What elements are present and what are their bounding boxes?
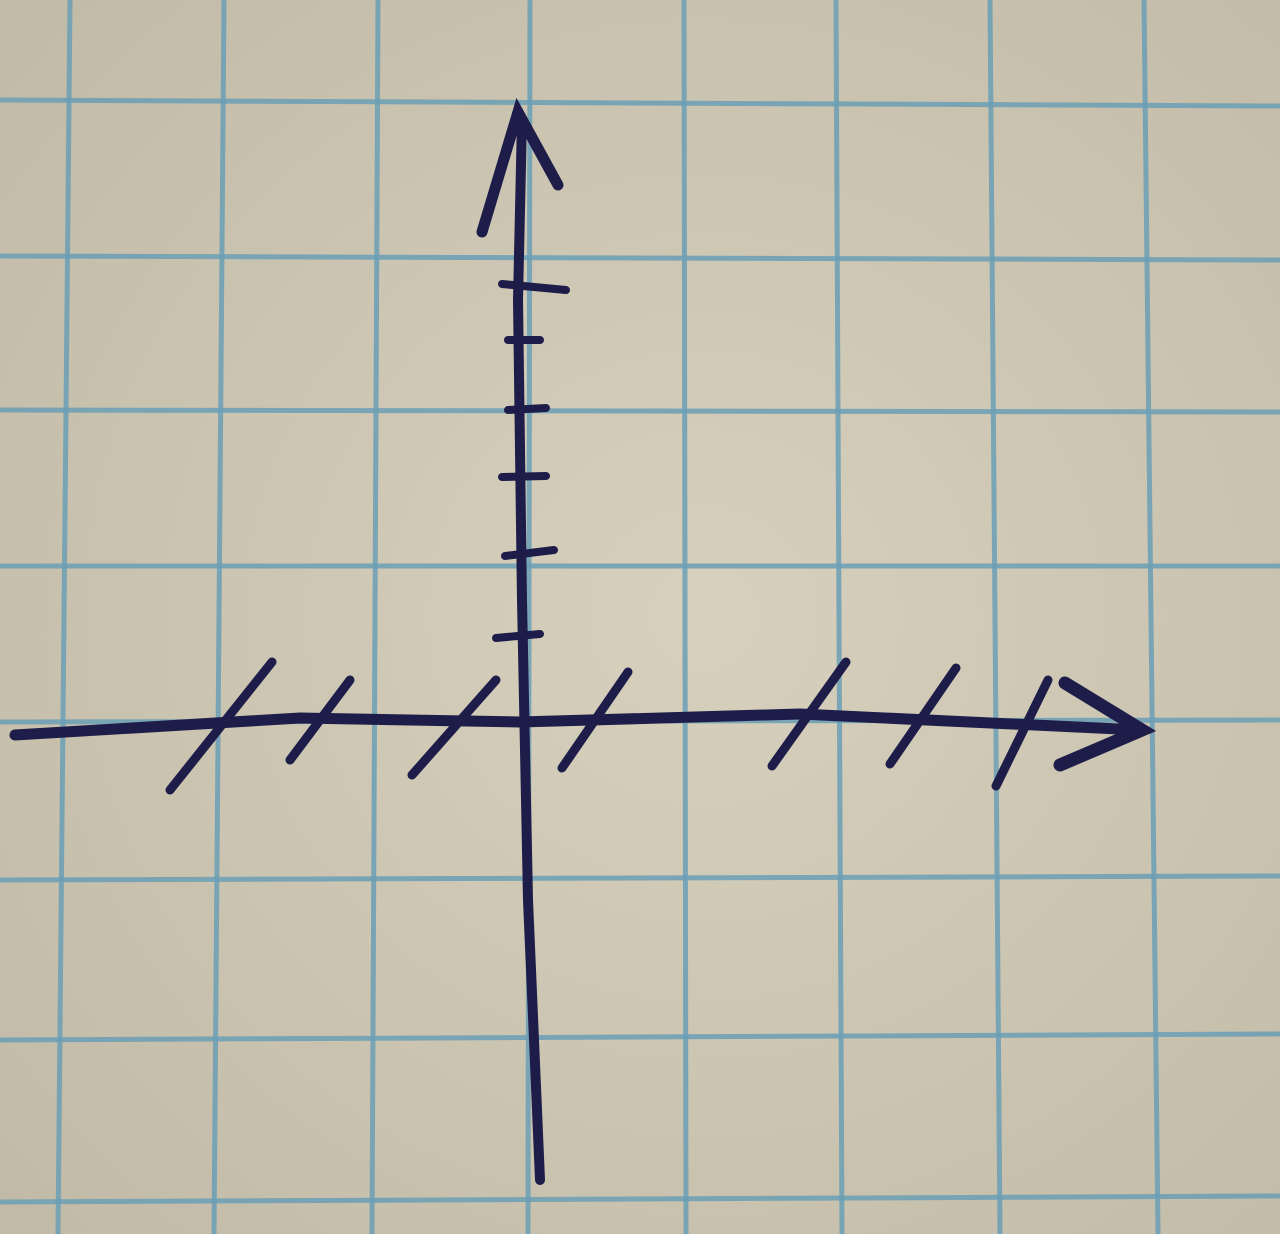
grid-line [0, 1193, 1280, 1205]
x-tick [285, 675, 355, 765]
y-axis [512, 115, 545, 1185]
grid-line [0, 253, 1280, 263]
grid-line [369, 0, 381, 1234]
x-tick [165, 657, 277, 795]
y-tick [498, 472, 550, 481]
y-tick [501, 546, 558, 560]
hand-drawn-axes [9, 97, 1157, 1185]
grid-line [0, 873, 1280, 883]
x-tick [767, 657, 851, 771]
x-tick [991, 675, 1053, 791]
grid-line [1141, 0, 1161, 1234]
x-tick [407, 675, 501, 780]
y-arrowhead [476, 97, 564, 238]
grid-line [0, 1031, 1280, 1043]
grid-line [211, 0, 227, 1234]
grid-line [0, 407, 1280, 415]
y-ticks [492, 280, 570, 642]
x-tick [557, 667, 633, 773]
grid-line [525, 0, 533, 1234]
grid-line [681, 0, 689, 1234]
x-tick [885, 663, 961, 769]
y-tick [492, 630, 544, 642]
y-tick [498, 280, 570, 294]
x-ticks [165, 657, 1053, 795]
grid-line [0, 97, 1280, 109]
grid-line [833, 0, 845, 1234]
grid-line [987, 0, 1003, 1234]
y-tick [504, 404, 550, 414]
x-arrowhead [1053, 676, 1157, 772]
grid-line [55, 0, 73, 1234]
